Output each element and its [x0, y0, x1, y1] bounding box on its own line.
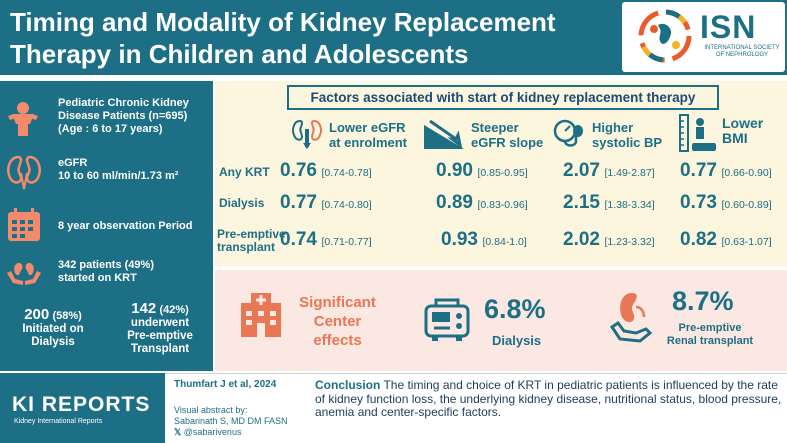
blood-pressure-icon [553, 119, 583, 147]
title-line-1: Timing and Modality of Kidney Replacemen… [10, 7, 556, 37]
cell-any-krt-egfr: 0.76 [0.74-0.78] [280, 160, 372, 181]
child-icon [8, 102, 38, 136]
row-label-dialysis: Dialysis [219, 196, 265, 210]
egfr-line-1: eGFR [58, 157, 88, 169]
egfr-text: eGFR 10 to 60 ml/min/1.73 m² [58, 157, 213, 183]
krt-line-2: started on KRT [58, 272, 137, 284]
col-header-2: Steeper eGFR slope [471, 120, 544, 150]
bmi-scale-icon [679, 114, 716, 152]
cell-preemptive-egfr: 0.74 [0.71-0.77] [280, 229, 372, 250]
factors-panel [215, 81, 787, 266]
ki-reports-box [0, 373, 165, 443]
page-title: Timing and Modality of Kidney Replacemen… [10, 6, 610, 70]
row-label-preemptive: Pre-emptive transplant [217, 227, 286, 254]
transplant-line-1: underwent [130, 317, 190, 329]
transplant-percent: (42%) [159, 304, 189, 316]
col-header-4: Lower BMI [722, 115, 764, 146]
calendar-icon [8, 208, 40, 241]
transplant-summary: 142 (42%) underwent Pre-emptive Transpla… [108, 300, 212, 356]
transplant-center-percent: 8.7% [672, 286, 734, 316]
population-line-3: (Age : 6 to 17 years) [58, 123, 163, 135]
dialysis-summary: 200 (58%) Initiated on Dialysis [4, 306, 102, 349]
x-logo-icon: 𝕏 [174, 427, 182, 437]
col-header-3: Higher systolic BP [592, 120, 663, 150]
cell-any-krt-slope: 0.90 [0.85-0.95] [436, 160, 528, 181]
kidneys-icon [7, 155, 41, 190]
cell-preemptive-slope: 0.93 [0.84-1.0] [441, 229, 527, 250]
row-label-any-krt: Any KRT [219, 165, 270, 179]
journal-subtitle: Kidney International Reports [14, 418, 103, 425]
dialysis-line-2: Dialysis [31, 336, 75, 348]
cell-preemptive-bmi: 0.82 [0.63-1.07] [680, 229, 772, 250]
col-header-1: Lower eGFR at enrolment [329, 120, 408, 150]
transplant-line-3: Transplant [130, 343, 190, 355]
dialysis-line-1: Initiated on [22, 323, 84, 335]
hospital-icon [241, 293, 281, 337]
cell-dialysis-bp: 2.15 [1.38-3.34] [563, 192, 655, 213]
dialysis-count: 200 [24, 306, 50, 323]
isn-logo-icon [638, 9, 692, 63]
hands-kidney-icon [7, 263, 41, 285]
cell-dialysis-egfr: 0.77 [0.74-0.80] [280, 192, 372, 213]
dialysis-machine-icon [424, 298, 470, 341]
cell-any-krt-bp: 2.07 [1.49-2.87] [563, 160, 655, 181]
dialysis-center-percent: 6.8% [484, 294, 546, 324]
center-effects-panel [215, 270, 787, 371]
krt-line-1: 342 patients (49%) [58, 259, 154, 271]
krt-started-text: 342 patients (49%) started on KRT [58, 259, 213, 285]
footer-divider [166, 373, 787, 374]
dialysis-center-label: Dialysis [492, 333, 542, 348]
isn-logo-text: ISN [700, 9, 757, 45]
citation: Thumfart J et al, 2024 [174, 379, 277, 390]
transplant-count: 142 [131, 300, 157, 317]
conclusion-text: Conclusion The timing and choice of KRT … [315, 378, 785, 420]
isn-logo-subtitle: INTERNATIONAL SOCIETY OF NEPHROLOGY [704, 45, 780, 58]
title-line-2: Therapy in Children and Adolescents [10, 39, 469, 69]
center-effects-label: Significant Center effects [299, 294, 376, 349]
transplant-line-2: Pre-emptive [127, 330, 193, 342]
cell-dialysis-slope: 0.89 [0.83-0.96] [436, 192, 528, 213]
kidney-in-hand-icon [610, 293, 653, 343]
conclusion-label: Conclusion [315, 378, 381, 392]
transplant-center-label: Pre-emptive Renal transplant [666, 322, 754, 347]
slope-down-icon [424, 119, 464, 149]
cell-any-krt-bmi: 0.77 [0.66-0.90] [680, 160, 772, 181]
dialysis-percent: (58%) [52, 310, 82, 322]
population-line-1: Pediatric Chronic Kidney [58, 97, 189, 109]
factors-title: Factors associated with start of kidney … [287, 85, 719, 110]
cell-dialysis-bmi: 0.73 [0.60-0.89] [680, 192, 772, 213]
journal-logo: KI REPORTS [12, 393, 151, 416]
visual-abstract-credit: Visual abstract by: Sabarinath S, MD DM … [174, 405, 288, 437]
isn-logo-box [622, 2, 785, 72]
egfr-kidneys-icon [292, 119, 322, 149]
conclusion-body: The timing and choice of KRT in pediatri… [315, 378, 782, 419]
population-line-2: Disease Patients (n=695) [58, 110, 188, 122]
observation-text: 8 year observation Period [58, 220, 193, 232]
cell-preemptive-bp: 2.02 [1.23-3.32] [563, 229, 655, 250]
egfr-line-2: 10 to 60 ml/min/1.73 m² [58, 170, 179, 182]
population-text: Pediatric Chronic Kidney Disease Patient… [58, 97, 213, 136]
